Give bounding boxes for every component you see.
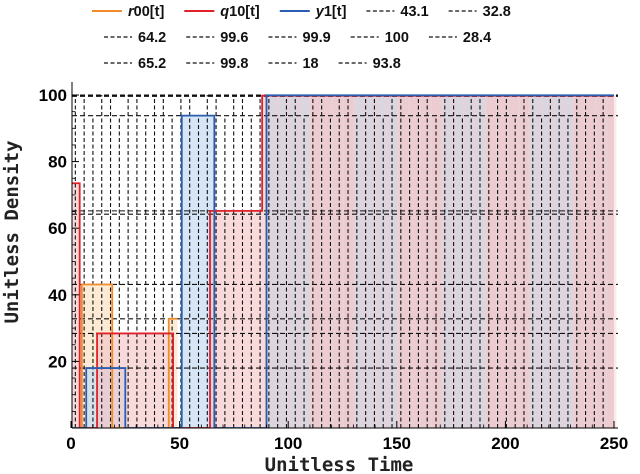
fill-band-30: [596, 95, 606, 428]
fill-band-22: [508, 95, 518, 428]
fill-band-25: [541, 95, 551, 428]
fill-band-8: [355, 95, 365, 428]
fill-q10t-4: [210, 210, 263, 428]
legend-label-ref-1: 32.8: [483, 4, 511, 20]
fill-band-21: [497, 95, 507, 428]
x-axis-title: Unitless Time: [265, 454, 414, 474]
series-line-r00t: [72, 283, 178, 428]
y-tick-label-100: 100: [39, 86, 67, 105]
legend-label-ref-10: 93.8: [373, 56, 401, 72]
legend-label-ref-3: 99.6: [220, 30, 248, 46]
fill-band-26: [552, 95, 562, 428]
x-tick-label-0: 0: [66, 434, 75, 453]
fill-band-28: [574, 95, 584, 428]
legend-label-ref-0: 43.1: [400, 4, 428, 20]
fill-band-0: [267, 95, 277, 428]
x-tick-label-200: 200: [491, 434, 519, 453]
fill-q10t-5: [262, 95, 614, 428]
legend-label-ref-4: 99.9: [302, 30, 330, 46]
fill-band-16: [442, 95, 452, 428]
series-line-q10t: [72, 94, 614, 428]
fill-q10t-0: [72, 183, 80, 428]
fill-band-17: [453, 95, 463, 428]
fill-band-24: [530, 95, 540, 428]
x-tick-label-250: 250: [600, 434, 628, 453]
fill-band-12: [399, 95, 409, 428]
legend-label-q10t: q10[t]: [220, 4, 260, 20]
axes: 0 50 100 150 200 250 20 40 60 80 100: [39, 82, 628, 453]
x-tick-label-50: 50: [170, 434, 189, 453]
fill-band-11: [388, 95, 398, 428]
fill-band-10: [377, 95, 387, 428]
series-line-y1t: [72, 94, 614, 428]
y-axis-title: Unitless Density: [1, 140, 23, 323]
y-tick-label-20: 20: [48, 352, 67, 371]
series-fill-areas: [72, 95, 617, 428]
legend-label-ref-7: 65.2: [138, 56, 166, 72]
fill-band-29: [585, 95, 595, 428]
fill-band-1: [278, 95, 288, 428]
y-tick-label-60: 60: [48, 219, 67, 238]
fill-band-31: [607, 95, 617, 428]
fill-band-7: [344, 95, 354, 428]
fill-band-18: [464, 95, 474, 428]
x-tick-label-100: 100: [274, 434, 302, 453]
legend-label-y1t: y1[t]: [315, 4, 347, 20]
fill-band-3: [300, 95, 310, 428]
series-lines: [72, 94, 614, 428]
fill-band-5: [322, 95, 332, 428]
y-tick-label-40: 40: [48, 286, 67, 305]
legend: r00[t] q10[t] y1[t] 43.1 32.8 64.2 99.6 99.9 100…: [92, 4, 511, 72]
legend-label-ref-2: 64.2: [138, 30, 166, 46]
legend-label-ref-6: 28.4: [463, 30, 491, 46]
fill-band-13: [410, 95, 420, 428]
x-tick-label-150: 150: [383, 434, 411, 453]
legend-label-r00t: r00[t]: [128, 4, 164, 20]
fill-band-4: [311, 95, 321, 428]
legend-label-ref-9: 18: [302, 56, 318, 72]
fill-band-9: [366, 95, 376, 428]
legend-label-ref-5: 100: [385, 30, 409, 46]
legend-label-ref-8: 99.8: [220, 56, 248, 72]
y-tick-label-80: 80: [48, 153, 67, 172]
fill-band-6: [333, 95, 343, 428]
fill-q10t-2: [97, 333, 174, 428]
fill-band-2: [289, 95, 299, 428]
fill-band-20: [486, 95, 496, 428]
fill-band-14: [421, 95, 431, 428]
